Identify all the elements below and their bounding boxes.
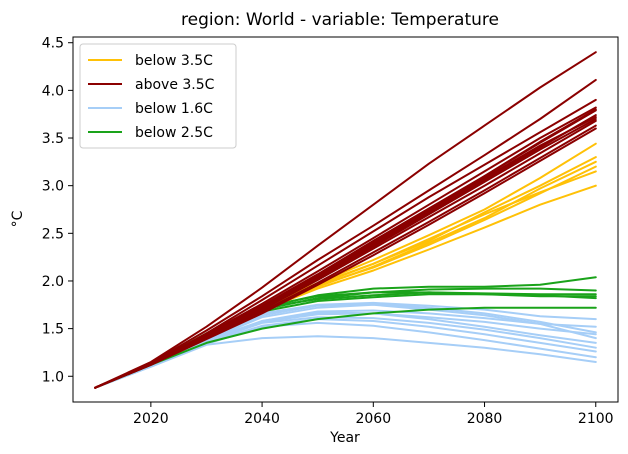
legend-label: above 3.5C [135, 77, 215, 93]
y-tick-label: 4.5 [42, 36, 64, 52]
series-line [94, 116, 597, 389]
chart-title: region: World - variable: Temperature [181, 10, 499, 30]
x-tick-label: 2020 [133, 411, 169, 427]
series-line [94, 306, 597, 389]
plot-lines [94, 51, 597, 389]
legend-label: below 1.6C [135, 101, 213, 117]
legend-frame [79, 43, 237, 149]
y-tick-label: 3.0 [42, 179, 64, 195]
series-line [94, 335, 597, 389]
legend-label: below 3.5C [135, 53, 213, 69]
y-tick-label: 3.5 [42, 131, 64, 147]
x-tick-label: 2080 [467, 411, 503, 427]
legend-label: below 2.5C [135, 125, 213, 141]
y-axis-ticks: 1.0 1.5 2.0 2.5 3.0 3.5 4.0 4.5 [42, 36, 73, 385]
y-tick-label: 2.5 [42, 226, 64, 242]
legend-entries: below 3.5C above 3.5C below 1.6C below 2.5C [88, 53, 215, 141]
legend: below 3.5C above 3.5C below 1.6C below 2.5C [79, 43, 237, 149]
x-tick-label: 2040 [244, 411, 280, 427]
y-tick-label: 1.5 [42, 322, 64, 338]
y-tick-label: 4.0 [42, 83, 64, 99]
y-tick-label: 2.0 [42, 274, 64, 290]
series-line [94, 118, 597, 389]
x-axis-ticks: 2020 2040 2060 2080 2100 [133, 402, 614, 427]
y-axis-label: °C [10, 210, 26, 227]
plot-area-frame [72, 36, 619, 403]
series-line [94, 51, 597, 389]
x-tick-label: 2100 [578, 411, 614, 427]
series-line [94, 78, 597, 389]
x-tick-label: 2060 [355, 411, 391, 427]
y-tick-label: 1.0 [42, 369, 64, 385]
x-axis-label: Year [329, 430, 360, 446]
